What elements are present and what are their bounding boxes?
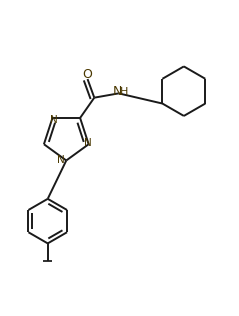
Text: N: N [84,138,91,148]
Text: N: N [50,115,58,125]
Text: H: H [120,87,128,97]
Text: N: N [57,155,65,165]
Text: O: O [83,68,92,81]
Text: N: N [112,85,122,98]
